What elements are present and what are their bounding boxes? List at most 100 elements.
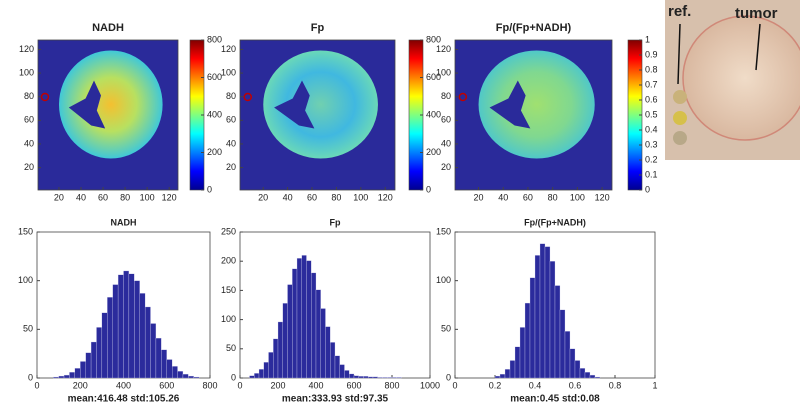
y-tick-label: 60 — [226, 115, 236, 125]
histogram-bar — [96, 327, 103, 379]
histogram-bar — [349, 373, 355, 379]
chart-title: Fp — [330, 217, 341, 227]
x-tick-label: 100 — [353, 192, 368, 202]
reference-well — [673, 90, 687, 104]
y-tick-label: 80 — [441, 91, 451, 101]
x-tick-label: 600 — [159, 380, 174, 390]
x-tick-label: 60 — [523, 192, 533, 202]
histogram-bar — [112, 284, 119, 379]
chart-title: NADH — [111, 217, 137, 227]
histogram-bar — [499, 373, 506, 379]
histogram-bar — [150, 323, 157, 379]
chart-title: Fp — [311, 22, 325, 34]
histogram-bar — [514, 346, 521, 379]
y-tick-label: 200 — [221, 256, 236, 266]
reference-marker — [243, 92, 252, 102]
histogram-bar — [311, 272, 317, 379]
histogram-bar — [494, 375, 501, 379]
histogram-bar — [193, 376, 200, 379]
y-tick-label: 100 — [436, 275, 451, 285]
histogram-bar — [544, 246, 551, 379]
x-tick-label: 1 — [652, 380, 657, 390]
histogram-bar — [306, 260, 312, 379]
colorbar-tick-label: 0.3 — [645, 139, 658, 149]
x-tick-label: 0 — [452, 380, 457, 390]
histogram-bar — [123, 270, 130, 379]
histogram-bar — [85, 352, 92, 379]
histogram-bar — [144, 306, 151, 379]
histogram-bar — [339, 364, 345, 379]
x-tick-label: 0.6 — [569, 380, 582, 390]
y-tick-label: 100 — [436, 67, 451, 77]
tissue-map — [263, 50, 378, 159]
histogram-bar — [315, 289, 321, 379]
heatmap-panel: Fp 20 40 60 80 100 120 20 40 60 80 100 120 0 200 400 600… — [221, 22, 441, 202]
x-tick-label: 200 — [270, 380, 285, 390]
plot-frame — [239, 39, 396, 191]
histogram-panel: Fp 0 200 400 600 800 1000 0 50 100 150 200 250 mean:3… — [221, 217, 440, 404]
x-tick-label: 80 — [120, 192, 130, 202]
x-tick-label: 40 — [76, 192, 86, 202]
x-tick-label: 60 — [307, 192, 317, 202]
y-tick-label: 40 — [441, 138, 451, 148]
x-tick-label: 20 — [473, 192, 483, 202]
histogram-bar — [155, 337, 162, 379]
x-tick-label: 40 — [498, 192, 508, 202]
y-tick-label: 0 — [446, 372, 451, 382]
histogram-bar — [263, 362, 269, 379]
histogram-bar — [74, 368, 81, 379]
histogram-bar — [368, 376, 374, 379]
histogram-bar — [296, 258, 302, 379]
histogram-bar — [358, 376, 364, 379]
histogram-bar — [292, 268, 298, 379]
tissue-void — [68, 80, 106, 129]
tissue-void — [274, 80, 315, 129]
summary-statistics: mean:0.45 std:0.08 — [510, 394, 600, 405]
colorbar-tick-label: 1 — [645, 34, 650, 44]
y-tick-label: 100 — [19, 67, 34, 77]
summary-statistics: mean:333.93 std:97.35 — [282, 394, 389, 405]
histogram-bar — [504, 369, 511, 379]
photo-label: tumor — [735, 5, 778, 22]
x-tick-label: 120 — [378, 192, 393, 202]
histogram-bar — [80, 361, 86, 379]
histogram-bar — [249, 375, 255, 379]
histogram-bar — [139, 293, 146, 379]
y-tick-label: 20 — [24, 162, 34, 172]
tissue-map — [478, 50, 595, 159]
arrow — [677, 23, 681, 85]
y-tick-label: 20 — [226, 162, 236, 172]
y-tick-label: 120 — [436, 44, 451, 54]
y-tick-label: 150 — [18, 226, 33, 236]
colorbar-tick-label: 0.1 — [645, 169, 658, 179]
colorbar-tick-label: 0 — [645, 184, 650, 194]
histogram-bar — [63, 374, 70, 379]
y-tick-label: 100 — [18, 275, 33, 285]
y-tick-label: 0 — [231, 372, 236, 382]
heatmap-panel: NADH 20 40 60 80 100 120 20 40 60 80 100 120 0 200 400 6… — [19, 22, 222, 202]
x-tick-label: 0.8 — [609, 380, 622, 390]
x-tick-label: 20 — [258, 192, 268, 202]
arrow — [755, 23, 761, 71]
x-tick-label: 600 — [346, 380, 361, 390]
x-tick-label: 200 — [73, 380, 88, 390]
histogram-bar — [53, 376, 59, 379]
histogram-bar — [549, 261, 556, 379]
histogram-bar — [277, 321, 283, 379]
x-tick-label: 60 — [98, 192, 108, 202]
histogram-bar — [128, 273, 135, 379]
histogram-bar — [69, 372, 75, 379]
tissue-map — [59, 50, 163, 159]
histogram-bar — [188, 375, 194, 379]
histogram-bar — [287, 284, 293, 379]
histogram-bar — [268, 352, 274, 379]
chart-title: NADH — [92, 22, 124, 34]
y-tick-label: 100 — [221, 67, 236, 77]
y-tick-label: 60 — [441, 115, 451, 125]
histogram-bar — [396, 377, 402, 379]
histogram-bar — [594, 376, 601, 379]
colorbar-tick-label: 0.2 — [645, 154, 658, 164]
colorbar-tick-label: 0 — [207, 184, 212, 194]
histogram-bar — [382, 377, 388, 379]
colorbar-tick-label: 0.9 — [645, 49, 658, 59]
